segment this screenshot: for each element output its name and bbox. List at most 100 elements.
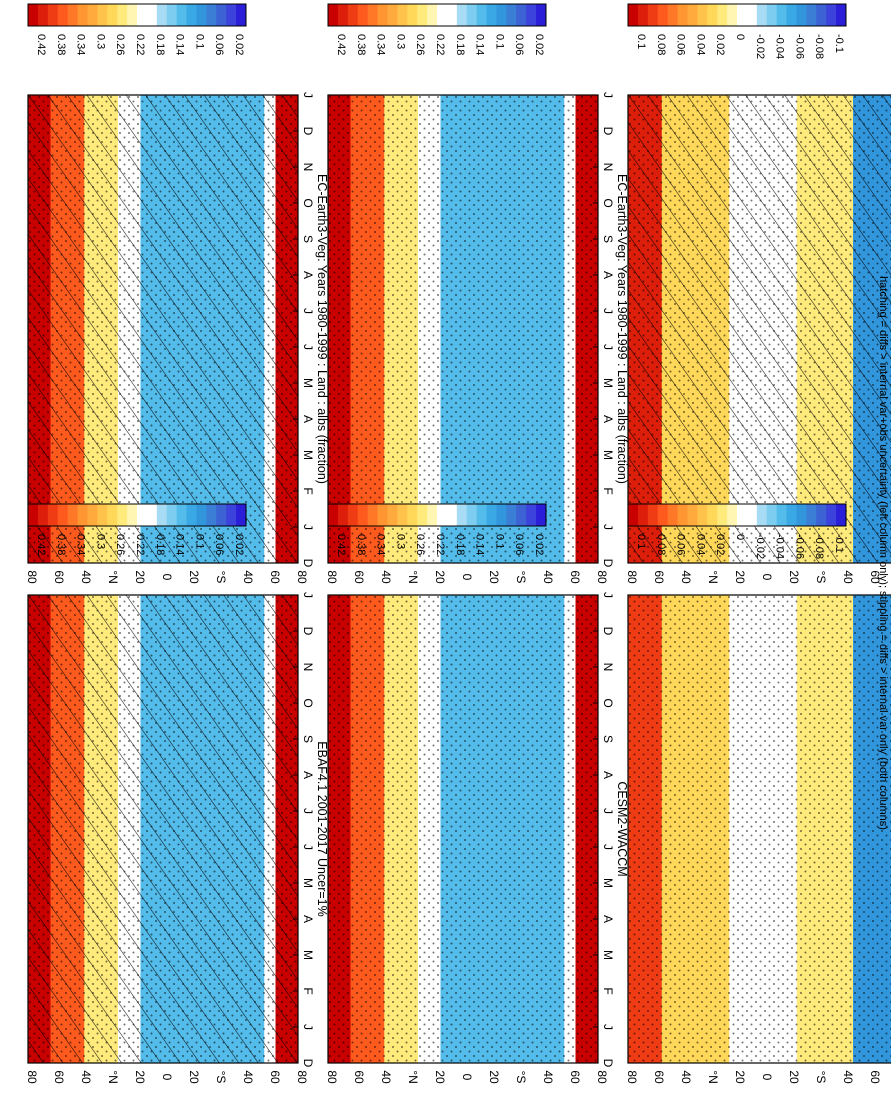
colorbar-segment [37,504,49,526]
colorbar-segment [756,4,768,26]
panel-title: EC-Earth3-Veg: Years 1980-1999 : Land : … [615,174,629,484]
colorbar-segment [377,504,388,526]
lat-label: 60 [352,570,366,584]
colorbar-label: 0.14 [174,34,186,55]
colorbar-segment [176,4,188,26]
colorbar-segment [206,504,217,526]
lat-label: °N [106,570,120,583]
panel-6: 0.1 0.08 0.06 0.04 0.02 0 -0.02 -0.04 -0.06 -0.08… [625,503,891,1084]
lat-label: 40 [679,1070,693,1084]
lat-label: 20 [433,1070,447,1084]
month-label: J [601,592,615,598]
lat-label: 40 [379,1070,393,1084]
colorbar-segment [776,4,788,26]
colorbar-label: 0 [734,34,746,40]
lat-label: 40 [841,570,855,584]
month-label: F [601,987,615,994]
month-label: D [601,127,615,136]
colorbar-segment [707,504,718,526]
colorbar-frame [27,503,247,527]
month-label: M [601,450,615,460]
lat-label: 20 [487,570,501,584]
colorbar-segment [407,504,418,526]
colorbar-segment [456,504,468,526]
colorbar-label: 0.04 [694,534,706,555]
colorbar-segment [387,504,398,526]
lat-label: 20 [733,1070,747,1084]
lat-label: °S [514,1071,528,1084]
colorbar-segment [756,504,768,526]
colorbar-segment [727,4,738,26]
month-label: J [301,308,315,314]
colorbar-label: 0.22 [434,34,446,55]
colorbar-segment [186,504,197,526]
month-label: O [301,198,315,207]
colorbar-segment [437,4,448,26]
lat-label: °N [406,1070,420,1083]
lat-label: 0 [760,1074,774,1081]
lat-label: 40 [541,1070,555,1084]
colorbar-label: 0.22 [434,534,446,555]
lat-label: 40 [241,1070,255,1084]
colorbar-label: 0.42 [35,534,47,555]
colorbar-segment [57,504,69,526]
colorbar-label: -0.08 [813,34,825,59]
month-label: J [601,308,615,314]
month-label: J [601,1024,615,1030]
lat-label: 80 [595,1070,609,1084]
panel-3: 0.42 0.38 0.34 0.3 0.26 0.22 0.18 0.14 0.1 0.06 0.… [25,503,329,1084]
colorbar-segment [437,504,448,526]
month-label: J [601,524,615,530]
lat-label: °N [706,1070,720,1083]
colorbar-segment [786,504,797,526]
colorbar-segment [146,504,158,526]
colorbar-label: 0.26 [114,534,126,555]
colorbar-segment [776,504,788,526]
colorbar-label: 0.02 [714,34,726,55]
colorbar-segment [357,504,369,526]
colorbar-segment [357,4,369,26]
colorbar-label: 0.3 [394,34,406,49]
colorbar-segment [466,4,478,26]
colorbar-segment [47,4,59,26]
colorbar-segment [186,4,197,26]
colorbar-label: 0.08 [655,534,667,555]
month-label: M [601,878,615,888]
lat-label: 20 [487,1070,501,1084]
colorbar-segment [77,4,88,26]
colorbar-label: -0.02 [754,534,766,559]
colorbar-label: 0.1 [493,534,505,549]
colorbar-label: -0.08 [813,534,825,559]
colorbar-segment [647,504,659,526]
colorbar-frame [27,3,247,27]
lat-label: 0 [460,574,474,581]
month-label: M [601,378,615,388]
colorbar-label: -0.02 [754,34,766,59]
lat-label: 0 [460,1074,474,1081]
lat-label: 60 [268,570,282,584]
colorbar-segment [657,4,669,26]
colorbar-label: 0 [734,534,746,540]
colorbar-segment [156,504,168,526]
colorbar-frame [627,503,847,527]
lat-label: 40 [379,570,393,584]
colorbar-segment [37,4,49,26]
colorbar-segment [806,4,817,26]
panels: 0.42 0.38 0.34 0.3 0.26 0.22 0.18 0.14 0.1 0.06 0.… [25,3,891,1084]
colorbar-segment [156,4,168,26]
colorbar-label: 0.02 [714,534,726,555]
month-label: S [601,235,615,243]
lat-label: 20 [787,1070,801,1084]
colorbar-segment [28,4,39,26]
colorbar-label: 0.02 [233,34,245,55]
colorbar-label: -0.04 [774,34,786,59]
colorbar-segment [677,4,688,26]
month-label: O [301,698,315,707]
colorbar-label: 0.18 [154,34,166,55]
panel-title: EBAF4.1 2001-2017 Uncer=1% [315,741,329,916]
month-label: D [301,1059,315,1068]
